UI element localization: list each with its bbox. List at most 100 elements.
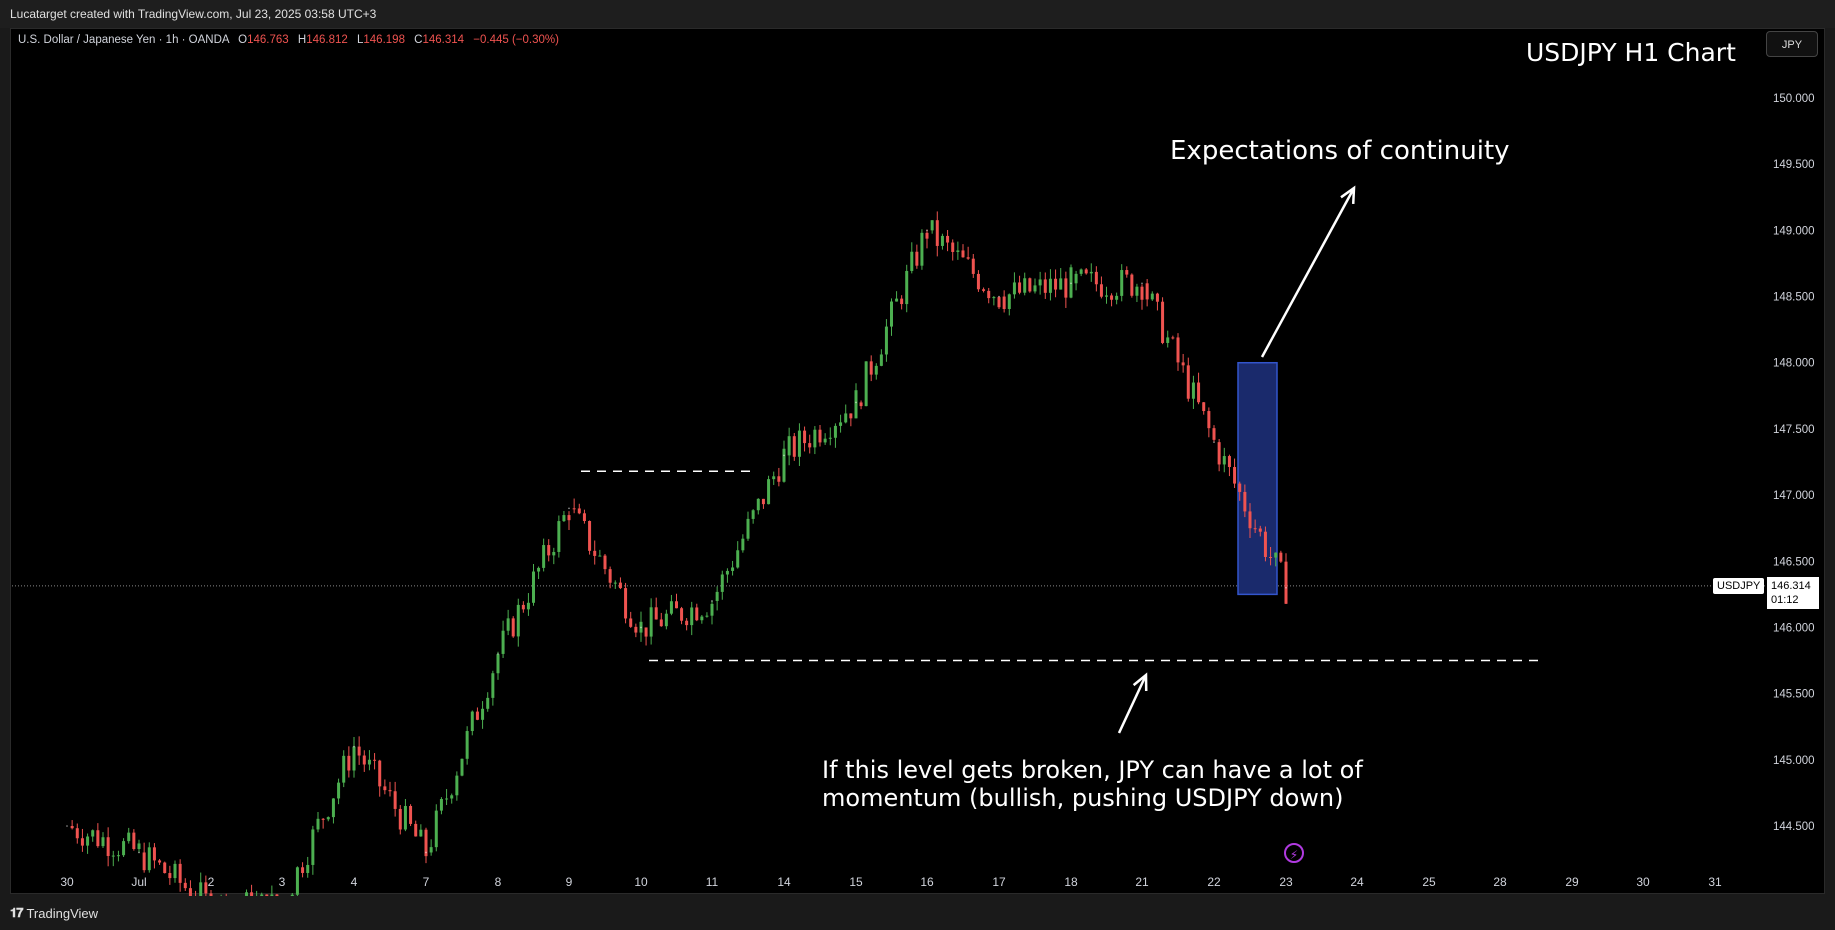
arrow-level-break: [1117, 674, 1148, 734]
price-candle-body: [1202, 402, 1206, 412]
price-candle-body: [168, 873, 172, 879]
arrow-level-break-head: [1132, 672, 1148, 692]
price-candle-body: [1002, 296, 1006, 310]
price-candle-body: [373, 759, 377, 761]
price-candle-body: [367, 759, 371, 765]
price-candle-body: [782, 448, 786, 482]
price-candle-body: [424, 829, 428, 857]
x-tick-label: 29: [1565, 875, 1579, 889]
price-candle-body: [725, 570, 729, 575]
price-candle-body: [1145, 283, 1149, 300]
price-candle-body: [1012, 282, 1016, 295]
price-candle-body: [331, 798, 335, 818]
price-candle-body: [746, 518, 750, 539]
price-candle-body: [900, 298, 904, 305]
price-candle-body: [603, 555, 607, 570]
price-candle-body: [567, 515, 571, 521]
price-candle-body: [352, 746, 356, 771]
price-candle-body: [649, 607, 653, 637]
price-candle-body: [1084, 269, 1088, 274]
price-candle-body: [664, 613, 668, 627]
price-candle-body: [1099, 284, 1103, 297]
price-candle-body: [895, 298, 899, 302]
price-candle-body: [1105, 295, 1108, 297]
lightning-bolt-icon[interactable]: ⚡: [1284, 843, 1304, 863]
price-candle-body: [905, 270, 909, 305]
x-tick-label: 22: [1207, 875, 1221, 889]
y-tick-label: 148.000: [1773, 358, 1815, 370]
price-candle-body: [537, 567, 541, 572]
price-candle-body: [321, 818, 325, 820]
price-candle-body: [971, 258, 975, 274]
y-tick-label: 149.000: [1773, 225, 1815, 237]
header-caption: Lucatarget created with TradingView.com,…: [0, 0, 1835, 28]
price-candle-body: [833, 425, 837, 438]
legend-open: 146.763: [247, 34, 289, 46]
x-tick-label: 23: [1279, 875, 1293, 889]
price-candle-body: [1069, 267, 1073, 298]
price-candle-body: [654, 607, 658, 620]
price-candle-body: [337, 782, 341, 799]
price-candle-body: [946, 235, 950, 243]
x-tick-label: 3: [279, 875, 286, 889]
price-candle-body: [347, 755, 351, 771]
price-candle-body: [844, 413, 848, 423]
price-candle-body: [884, 326, 888, 355]
price-candle-body: [1222, 456, 1226, 465]
price-candle-body: [1238, 483, 1242, 492]
price-candle-body: [1043, 279, 1047, 293]
price-candle-body: [178, 863, 182, 883]
price-point: [1285, 586, 1287, 589]
price-candle-body: [818, 429, 822, 443]
x-tick-label: 28: [1493, 875, 1507, 889]
currency-button[interactable]: JPY: [1766, 31, 1818, 57]
price-candle-body: [481, 708, 485, 720]
price-candle-body: [593, 550, 597, 556]
price-point: [66, 825, 68, 827]
x-tick-label: 21: [1135, 875, 1149, 889]
price-candle-body: [116, 855, 120, 857]
price-candle-body: [1253, 528, 1257, 530]
x-tick-label: Jul: [131, 875, 146, 889]
price-candle-body: [920, 232, 924, 266]
price-candle-body: [86, 836, 90, 846]
price-point: [640, 626, 642, 629]
price-candle-body: [1130, 274, 1134, 296]
x-tick-label: 7: [423, 875, 430, 889]
price-candle-body: [188, 888, 192, 900]
price-candle-body: [306, 864, 310, 873]
price-point: [783, 454, 785, 457]
price-candle-body: [659, 619, 663, 627]
chart-frame[interactable]: [10, 28, 1825, 894]
price-point: [1070, 282, 1072, 285]
price-candle-body: [158, 860, 162, 863]
legend-low: 146.198: [363, 34, 405, 46]
price-candle-body: [792, 436, 796, 457]
price-candle-body: [132, 832, 136, 850]
price-candle-body: [470, 711, 474, 732]
price-candle-body: [445, 798, 449, 800]
price-candle-body: [961, 250, 965, 258]
price-candle-body: [874, 365, 878, 375]
tradingview-logo-icon: 𝟏𝟕: [10, 905, 24, 920]
y-tick-label: 145.000: [1773, 755, 1815, 767]
footer: 𝟏𝟕 TradingView: [0, 896, 1835, 930]
price-candle-body: [429, 847, 433, 853]
x-tick-label: 17: [992, 875, 1006, 889]
y-tick-label: 148.500: [1773, 292, 1815, 304]
price-candle-body: [101, 837, 105, 847]
price-candle-body: [455, 775, 459, 796]
price-candle-body: [992, 297, 996, 299]
price-candle-body: [326, 817, 330, 820]
y-tick-label: 150.000: [1773, 93, 1815, 105]
price-candle-body: [854, 390, 858, 419]
price-candle-body: [295, 867, 299, 895]
x-tick-label: 14: [777, 875, 791, 889]
price-candle-body: [813, 429, 817, 448]
price-candle-body: [787, 436, 791, 456]
price-candle-body: [1243, 491, 1247, 512]
price-candle-body: [516, 604, 520, 637]
x-tick-label: 30: [1636, 875, 1650, 889]
price-candle-body: [582, 513, 586, 522]
